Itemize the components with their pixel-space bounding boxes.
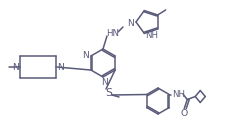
- Text: N: N: [82, 51, 89, 60]
- Text: S: S: [105, 88, 113, 98]
- Text: NH: NH: [145, 31, 158, 40]
- Text: NH: NH: [172, 90, 185, 99]
- Text: HN: HN: [106, 29, 120, 37]
- Text: O: O: [181, 109, 188, 118]
- Text: N: N: [12, 62, 19, 72]
- Text: N: N: [57, 62, 64, 72]
- Text: N: N: [101, 78, 107, 87]
- Text: N: N: [127, 18, 134, 27]
